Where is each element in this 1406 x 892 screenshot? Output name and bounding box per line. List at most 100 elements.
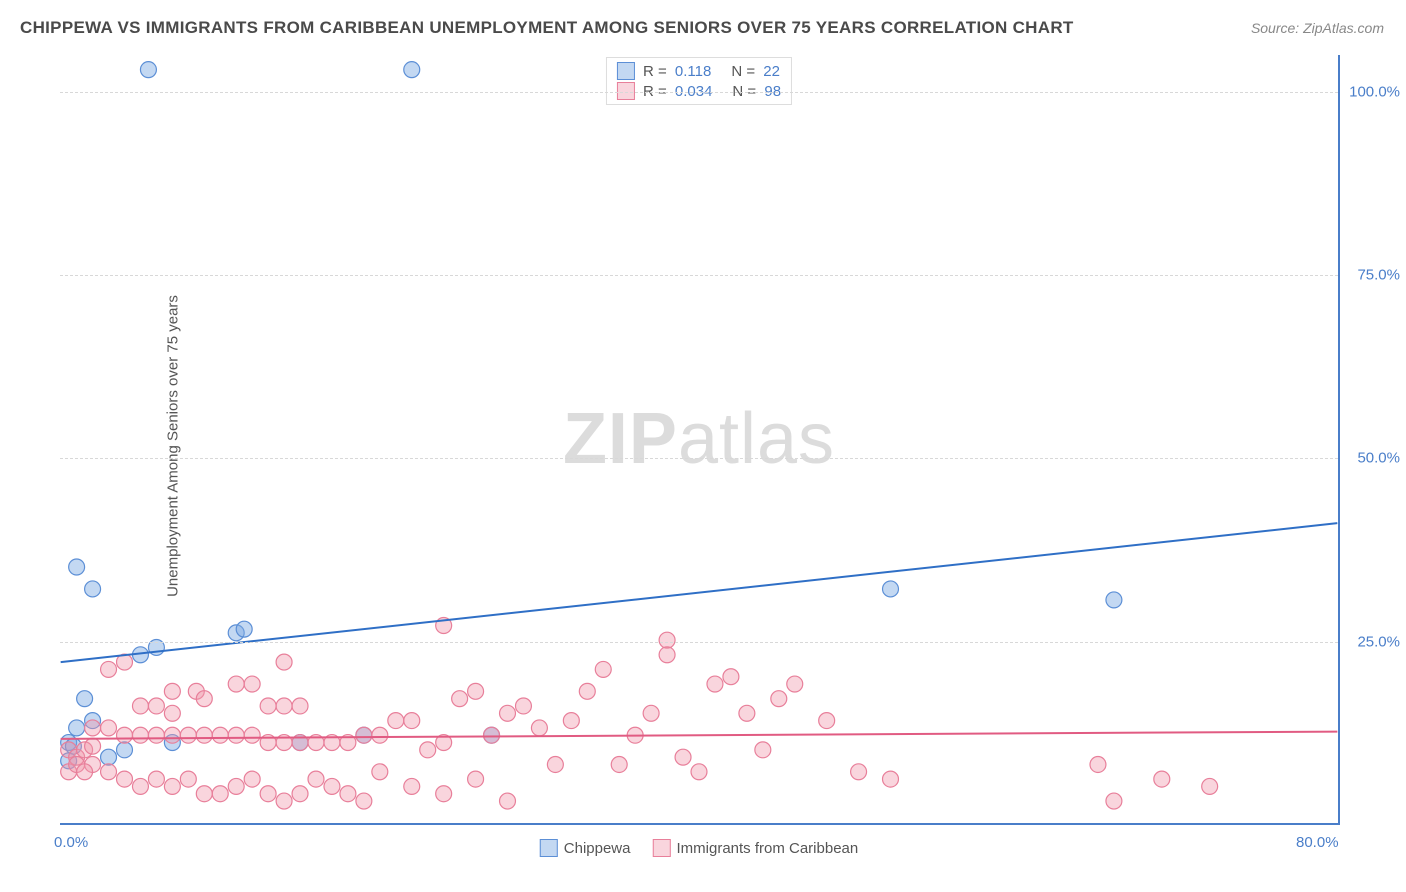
gridline xyxy=(60,275,1338,276)
data-point xyxy=(659,632,675,648)
data-point xyxy=(436,786,452,802)
series-legend: Chippewa Immigrants from Caribbean xyxy=(540,839,858,857)
scatter-svg xyxy=(60,55,1338,823)
source-attribution: Source: ZipAtlas.com xyxy=(1251,20,1384,36)
data-point xyxy=(228,727,244,743)
data-point xyxy=(117,727,133,743)
data-point xyxy=(500,793,516,809)
data-point xyxy=(236,621,252,637)
data-point xyxy=(691,764,707,780)
data-point xyxy=(276,654,292,670)
data-point xyxy=(164,705,180,721)
data-point xyxy=(148,727,164,743)
data-point xyxy=(372,727,388,743)
data-point xyxy=(85,738,101,754)
data-point xyxy=(69,720,85,736)
data-point xyxy=(140,62,156,78)
data-point xyxy=(356,793,372,809)
data-point xyxy=(228,676,244,692)
legend-label: Chippewa xyxy=(564,840,631,857)
y-tick-label: 50.0% xyxy=(1357,450,1400,467)
chart-title: CHIPPEWA VS IMMIGRANTS FROM CARIBBEAN UN… xyxy=(20,18,1074,38)
data-point xyxy=(164,778,180,794)
y-tick-label: 75.0% xyxy=(1357,267,1400,284)
x-tick-label: 0.0% xyxy=(54,834,88,851)
data-point xyxy=(292,786,308,802)
legend-label: Immigrants from Caribbean xyxy=(676,840,858,857)
data-point xyxy=(356,727,372,743)
data-point xyxy=(1154,771,1170,787)
data-point xyxy=(324,778,340,794)
data-point xyxy=(244,771,260,787)
data-point xyxy=(404,778,420,794)
data-point xyxy=(276,698,292,714)
data-point xyxy=(739,705,755,721)
gridline xyxy=(60,458,1338,459)
data-point xyxy=(180,727,196,743)
data-point xyxy=(484,727,500,743)
data-point xyxy=(595,661,611,677)
data-point xyxy=(132,778,148,794)
data-point xyxy=(659,647,675,663)
x-tick-label: 80.0% xyxy=(1296,834,1339,851)
data-point xyxy=(515,698,531,714)
data-point xyxy=(851,764,867,780)
y-tick-label: 100.0% xyxy=(1349,83,1400,100)
data-point xyxy=(77,764,93,780)
data-point xyxy=(101,720,117,736)
data-point xyxy=(643,705,659,721)
data-point xyxy=(531,720,547,736)
data-point xyxy=(292,698,308,714)
data-point xyxy=(85,581,101,597)
gridline xyxy=(60,92,1338,93)
legend-swatch xyxy=(540,839,558,857)
data-point xyxy=(883,771,899,787)
data-point xyxy=(340,786,356,802)
data-point xyxy=(404,713,420,729)
data-point xyxy=(148,771,164,787)
data-point xyxy=(132,727,148,743)
data-point xyxy=(196,691,212,707)
data-point xyxy=(404,62,420,78)
data-point xyxy=(180,771,196,787)
data-point xyxy=(723,669,739,685)
data-point xyxy=(101,764,117,780)
data-point xyxy=(244,727,260,743)
data-point xyxy=(228,778,244,794)
data-point xyxy=(579,683,595,699)
y-tick-label: 25.0% xyxy=(1357,633,1400,650)
data-point xyxy=(117,771,133,787)
legend-swatch xyxy=(652,839,670,857)
data-point xyxy=(755,742,771,758)
data-point xyxy=(244,676,260,692)
data-point xyxy=(85,720,101,736)
data-point xyxy=(101,749,117,765)
data-point xyxy=(707,676,723,692)
data-point xyxy=(260,786,276,802)
data-point xyxy=(260,698,276,714)
data-point xyxy=(101,661,117,677)
data-point xyxy=(563,713,579,729)
gridline xyxy=(60,642,1338,643)
data-point xyxy=(388,713,404,729)
data-point xyxy=(468,683,484,699)
data-point xyxy=(883,581,899,597)
plot-area: ZIPatlas R = 0.118N = 22R = 0.034N = 98 … xyxy=(60,55,1340,825)
data-point xyxy=(164,683,180,699)
data-point xyxy=(196,727,212,743)
legend-item: Chippewa xyxy=(540,839,631,857)
data-point xyxy=(547,757,563,773)
data-point xyxy=(69,559,85,575)
data-point xyxy=(675,749,691,765)
data-point xyxy=(308,771,324,787)
data-point xyxy=(468,771,484,787)
data-point xyxy=(1090,757,1106,773)
data-point xyxy=(500,705,516,721)
data-point xyxy=(611,757,627,773)
data-point xyxy=(1202,778,1218,794)
data-point xyxy=(452,691,468,707)
data-point xyxy=(212,727,228,743)
data-point xyxy=(1106,592,1122,608)
data-point xyxy=(771,691,787,707)
data-point xyxy=(372,764,388,780)
